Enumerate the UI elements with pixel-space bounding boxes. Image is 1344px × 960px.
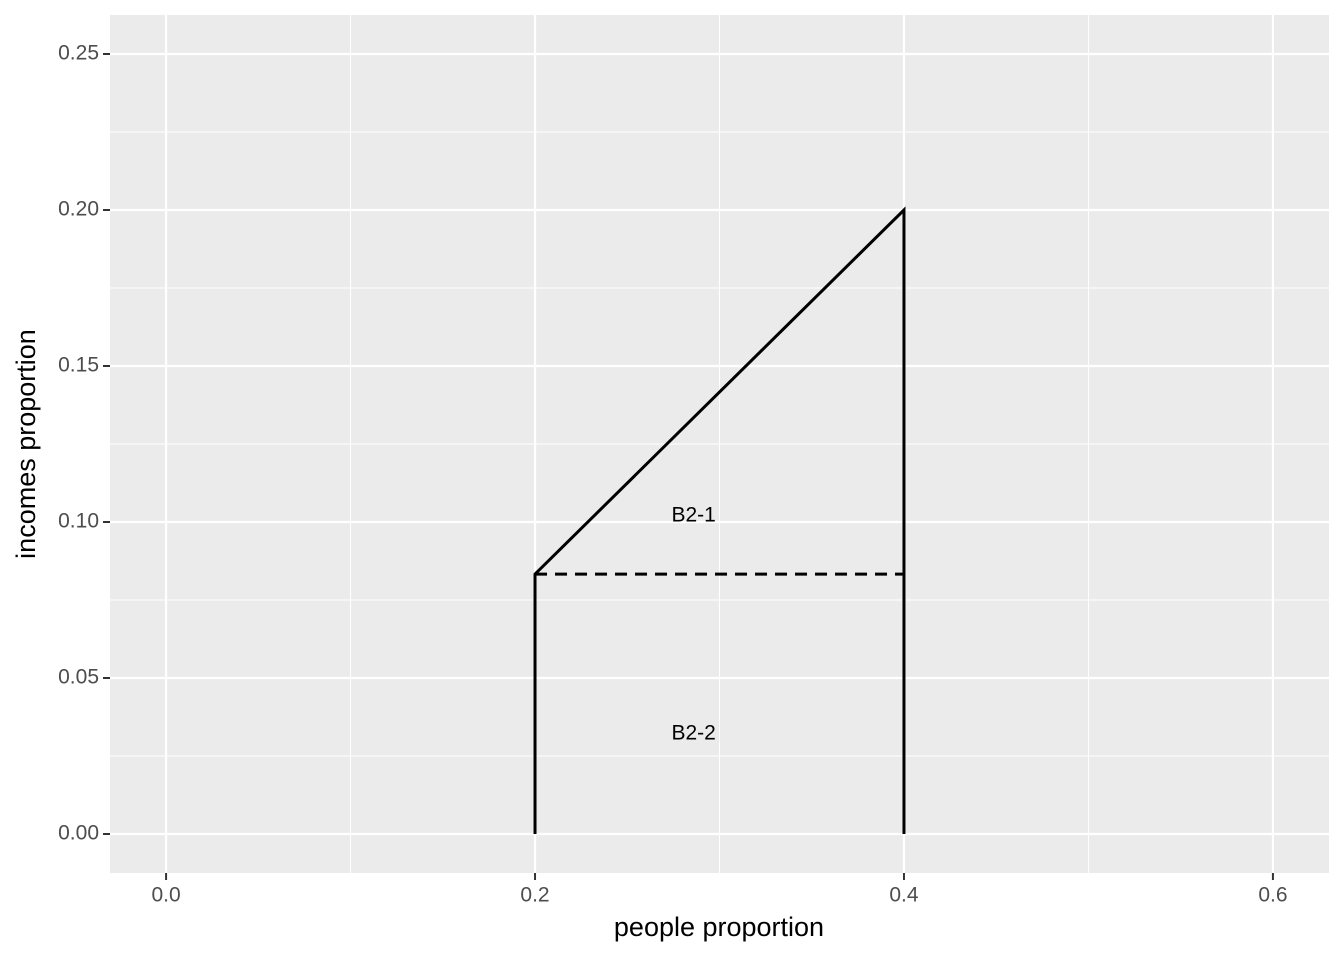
y-tick-label: 0.25 xyxy=(58,42,99,65)
y-tick-label: 0.20 xyxy=(58,198,99,221)
x-tick-label: 0.6 xyxy=(1258,884,1287,907)
y-axis-title: incomes proportion xyxy=(11,329,41,559)
y-tick-label: 0.10 xyxy=(58,510,99,533)
x-tick-label: 0.4 xyxy=(889,884,919,907)
x-tick-label: 0.2 xyxy=(520,884,549,907)
x-axis-title: people proportion xyxy=(614,912,824,942)
annotation: B2-1 xyxy=(671,503,715,526)
annotation: B2-2 xyxy=(671,722,715,745)
line xyxy=(533,206,906,834)
y-tick-label: 0.00 xyxy=(58,822,99,845)
y-tick-label: 0.15 xyxy=(58,354,99,377)
x-tick-label: 0.0 xyxy=(151,884,180,907)
y-tick-label: 0.05 xyxy=(58,666,99,689)
